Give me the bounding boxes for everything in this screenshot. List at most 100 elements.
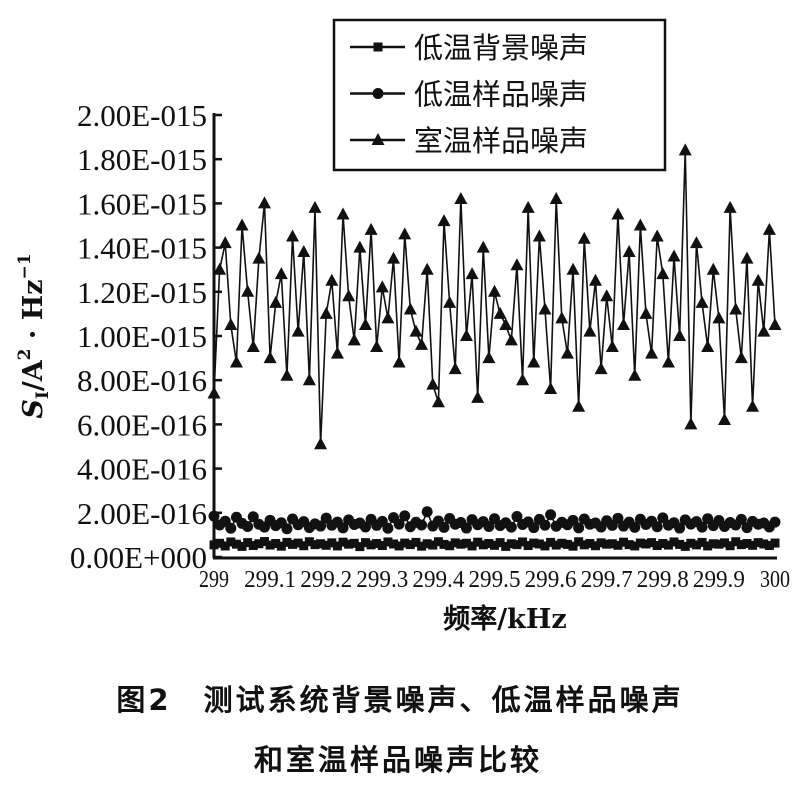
- square-data-point: [288, 539, 298, 549]
- triangle-data-point: [516, 373, 530, 386]
- circle-data-point: [505, 521, 517, 533]
- x-tick-label: 299.5: [469, 567, 521, 593]
- square-data-point: [529, 538, 539, 548]
- triangle-data-point: [538, 302, 552, 315]
- square-data-point: [394, 541, 404, 551]
- triangle-data-point: [482, 351, 496, 364]
- square-data-point: [428, 540, 438, 550]
- triangle-data-point: [314, 437, 328, 450]
- triangle-data-point: [645, 346, 659, 359]
- square-data-point: [748, 540, 758, 550]
- triangle-data-point: [358, 317, 372, 330]
- square-data-point: [484, 539, 494, 549]
- triangle-data-point: [746, 399, 760, 412]
- triangle-data-point: [443, 295, 457, 308]
- triangle-data-point: [274, 267, 288, 280]
- y-tick-label: 2.00E-015: [77, 98, 207, 133]
- triangle-data-point: [370, 340, 384, 353]
- triangle-data-point: [740, 251, 754, 264]
- y-tick-label: 1.60E-015: [77, 186, 207, 221]
- square-data-point: [237, 541, 247, 551]
- x-tick-label: 300: [760, 567, 790, 593]
- triangle-data-point: [375, 280, 389, 293]
- legend-item: 低温背景噪声: [350, 31, 588, 65]
- square-data-point: [433, 537, 443, 547]
- x-tick-label: 299.8: [637, 567, 689, 593]
- triangle-data-point: [583, 324, 597, 337]
- series-triangle: [207, 143, 782, 450]
- circle-data-point: [674, 522, 686, 534]
- square-data-point: [259, 537, 269, 547]
- circle-data-point: [573, 522, 585, 534]
- y-tick-label: 6.00E-016: [77, 407, 207, 442]
- triangle-data-point: [319, 306, 333, 319]
- x-tick-label: 299.6: [525, 567, 577, 593]
- y-tick-label: 0.00E+000: [70, 540, 207, 575]
- triangle-data-point: [588, 273, 602, 286]
- triangle-data-point: [510, 258, 524, 271]
- square-data-point: [736, 540, 746, 550]
- triangle-data-point: [661, 355, 675, 368]
- triangle-data-point: [600, 289, 614, 302]
- square-data-point: [647, 538, 657, 548]
- x-axis-label: 频率/kHz: [443, 603, 566, 635]
- legend-label: 室温样品噪声: [414, 124, 588, 158]
- legend-square-marker: [373, 42, 383, 52]
- triangle-data-point: [364, 222, 378, 235]
- square-data-point: [602, 539, 612, 549]
- square-data-point: [276, 541, 286, 551]
- triangle-data-point: [308, 200, 322, 213]
- square-data-point: [574, 537, 584, 547]
- square-data-point: [568, 541, 578, 551]
- y-tick-label: 1.40E-015: [77, 231, 207, 266]
- triangle-data-point: [437, 214, 451, 227]
- square-data-point: [551, 540, 561, 550]
- square-data-point: [349, 538, 359, 548]
- square-data-point: [641, 539, 651, 549]
- square-data-point: [327, 538, 337, 548]
- y-tick-label: 2.00E-016: [77, 496, 207, 531]
- triangle-data-point: [448, 362, 462, 375]
- triangle-data-point: [241, 284, 255, 297]
- square-data-point: [669, 537, 679, 547]
- square-data-point: [703, 541, 713, 551]
- square-data-point: [461, 538, 471, 548]
- square-data-point: [332, 541, 342, 551]
- triangle-data-point: [493, 306, 507, 319]
- y-tick-label: 1.00E-015: [77, 319, 207, 354]
- square-data-point: [344, 539, 354, 549]
- square-data-point: [400, 538, 410, 548]
- triangle-data-point: [572, 399, 586, 412]
- square-data-point: [607, 539, 617, 549]
- circle-data-point: [399, 510, 411, 522]
- triangle-data-point: [605, 340, 619, 353]
- square-data-point: [299, 541, 309, 551]
- triangle-data-point: [325, 273, 339, 286]
- triangle-data-point: [409, 324, 423, 337]
- triangle-data-point: [398, 227, 412, 240]
- triangle-data-point: [286, 229, 300, 242]
- triangle-data-point: [297, 245, 311, 258]
- triangle-data-point: [544, 382, 558, 395]
- triangle-data-point: [617, 317, 631, 330]
- circle-data-point: [393, 518, 405, 530]
- x-tick-label: 299.4: [412, 567, 464, 593]
- square-data-point: [220, 541, 230, 551]
- triangle-data-point: [650, 229, 664, 242]
- square-data-point: [523, 541, 533, 551]
- triangle-data-point: [701, 340, 715, 353]
- triangle-data-point: [768, 317, 782, 330]
- square-data-point: [422, 539, 432, 549]
- triangle-data-point: [729, 302, 743, 315]
- triangle-data-point: [695, 295, 709, 308]
- square-data-point: [366, 540, 376, 550]
- square-data-point: [759, 539, 769, 549]
- triangle-data-point: [252, 251, 266, 264]
- square-data-point: [282, 537, 292, 547]
- square-data-point: [231, 539, 241, 549]
- circle-data-point: [315, 520, 327, 532]
- square-data-point: [518, 537, 528, 547]
- square-data-point: [708, 539, 718, 549]
- square-data-point: [445, 541, 455, 551]
